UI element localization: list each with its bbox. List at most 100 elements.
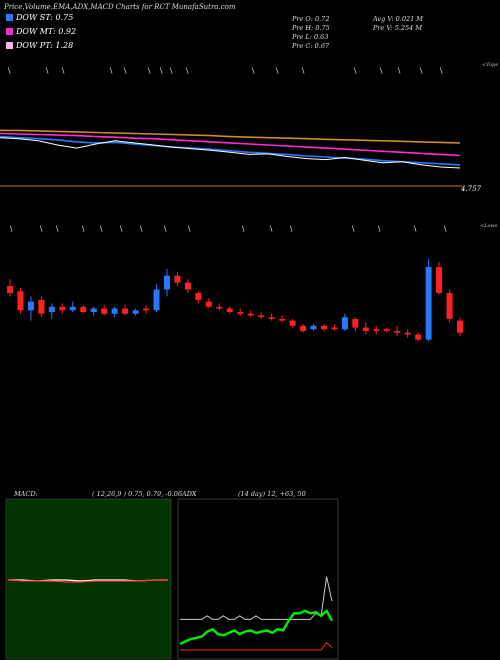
candle-body xyxy=(27,301,34,311)
macd-label: MACD: xyxy=(14,490,38,498)
tick-mark: \ xyxy=(252,67,255,75)
tops-label: <Tops xyxy=(482,62,498,68)
stat-prev-volume: Pre V: 5.254 M xyxy=(373,24,423,32)
tick-mark: \ xyxy=(378,225,381,233)
candle-body xyxy=(101,308,108,314)
candle-body xyxy=(436,267,443,293)
legend-swatch-magenta xyxy=(6,28,13,35)
candle-body xyxy=(279,318,286,321)
candle-body xyxy=(362,327,369,331)
tick-mark: \ xyxy=(140,225,143,233)
candle-body xyxy=(143,308,150,311)
tick-mark: \ xyxy=(164,225,167,233)
tick-mark: \ xyxy=(302,67,305,75)
stat-prev-open: Pre O: 0.72 xyxy=(292,15,330,23)
macd-series-line xyxy=(7,579,168,583)
macd-params: ( 12,26,9 ) 0.75, 0.79, -0.06 xyxy=(92,490,182,498)
tick-mark: \ xyxy=(352,225,355,233)
candle-body xyxy=(310,325,317,330)
tick-mark: \ xyxy=(186,67,189,75)
candle-body xyxy=(404,332,411,335)
tick-mark: \ xyxy=(414,225,417,233)
price-series-line xyxy=(0,137,461,169)
candle-body xyxy=(320,325,327,330)
candle-body xyxy=(205,301,212,307)
stat-prev-high: Pre H: 0.75 xyxy=(292,24,330,32)
candle-body xyxy=(373,329,380,331)
tick-mark: \ xyxy=(40,225,43,233)
tick-mark: \ xyxy=(354,67,357,75)
candle-body xyxy=(153,289,160,311)
tick-mark: \ xyxy=(420,67,423,75)
tick-marks-group: \ \ \ \ \ \ \ \ \ \ \ \ \ \ \ \ \ \ \ \ \ \ \ \ \ \ \ \ \ \ \ \ \ xyxy=(8,67,447,233)
tick-mark: \ xyxy=(170,67,173,75)
tick-mark: \ xyxy=(440,67,443,75)
legend-label: DOW ST: 0.75 xyxy=(16,13,74,22)
candle-body xyxy=(268,317,275,319)
tick-mark: \ xyxy=(290,225,293,233)
candle-body xyxy=(457,320,463,333)
adx-label: ADX xyxy=(182,490,197,498)
candle-body xyxy=(163,275,170,290)
candle-body xyxy=(247,313,254,316)
tick-mark: \ xyxy=(8,67,11,75)
tick-mark: \ xyxy=(188,225,191,233)
tick-mark: \ xyxy=(120,225,123,233)
adx-params: (14 day) 12, +63, 50 xyxy=(238,490,306,498)
candle-body xyxy=(122,308,129,314)
legend-swatch-pink xyxy=(6,42,13,49)
macd-panel xyxy=(5,498,172,660)
legend-item-dow-pt: DOW PT: 1.28 xyxy=(6,41,73,50)
tick-mark: \ xyxy=(46,67,49,75)
legend-item-dow-mt: DOW MT: 0.92 xyxy=(6,27,76,36)
tick-mark: \ xyxy=(148,67,151,75)
candle-body xyxy=(59,306,66,311)
candle-body xyxy=(184,282,191,290)
candle-body xyxy=(195,293,202,300)
tick-mark: \ xyxy=(10,225,13,233)
candle-body xyxy=(394,331,401,333)
candle-body xyxy=(90,308,97,312)
stat-prev-close: Pre C: 0.67 xyxy=(292,42,330,50)
candle-body xyxy=(48,306,55,312)
candle-body xyxy=(174,275,181,283)
tick-mark: \ xyxy=(56,225,59,233)
adx-series-line xyxy=(180,641,333,651)
candle-body xyxy=(352,318,359,328)
tick-mark: \ xyxy=(380,67,383,75)
chart-title: Price,Volume,EMA,ADX,MACD Charts for RCT… xyxy=(4,3,236,11)
price-level-label: 4.757 xyxy=(461,185,482,193)
lows-label: <Lows xyxy=(480,223,498,229)
legend-label: DOW MT: 0.92 xyxy=(16,27,77,36)
candle-body xyxy=(80,306,87,312)
legend-item-dow-st: DOW ST: 0.75 xyxy=(6,13,73,22)
candles-group xyxy=(7,258,463,342)
adx-group xyxy=(179,576,334,651)
candle-body xyxy=(7,286,13,293)
price-ema-group xyxy=(0,129,461,169)
tick-mark: \ xyxy=(160,67,163,75)
candle-body xyxy=(69,306,76,311)
candle-body xyxy=(111,308,118,314)
tick-mark: \ xyxy=(444,225,447,233)
macd-group xyxy=(7,579,168,583)
candle-body xyxy=(415,334,422,340)
candle-body xyxy=(216,306,223,309)
tick-mark: \ xyxy=(82,225,85,233)
tick-mark: \ xyxy=(62,67,65,75)
tick-mark: \ xyxy=(270,225,273,233)
tick-mark: \ xyxy=(100,225,103,233)
candle-body xyxy=(226,308,233,312)
candle-body xyxy=(38,299,45,314)
legend-swatch-blue xyxy=(6,14,13,21)
tick-mark: \ xyxy=(124,67,127,75)
price-series-line xyxy=(0,132,461,157)
candle-body xyxy=(331,327,338,330)
candle-body xyxy=(446,293,453,319)
tick-mark: \ xyxy=(242,225,245,233)
tick-mark: \ xyxy=(276,67,279,75)
candle-body xyxy=(17,291,24,311)
tick-mark: \ xyxy=(398,67,401,75)
adx-series-line xyxy=(180,576,333,620)
